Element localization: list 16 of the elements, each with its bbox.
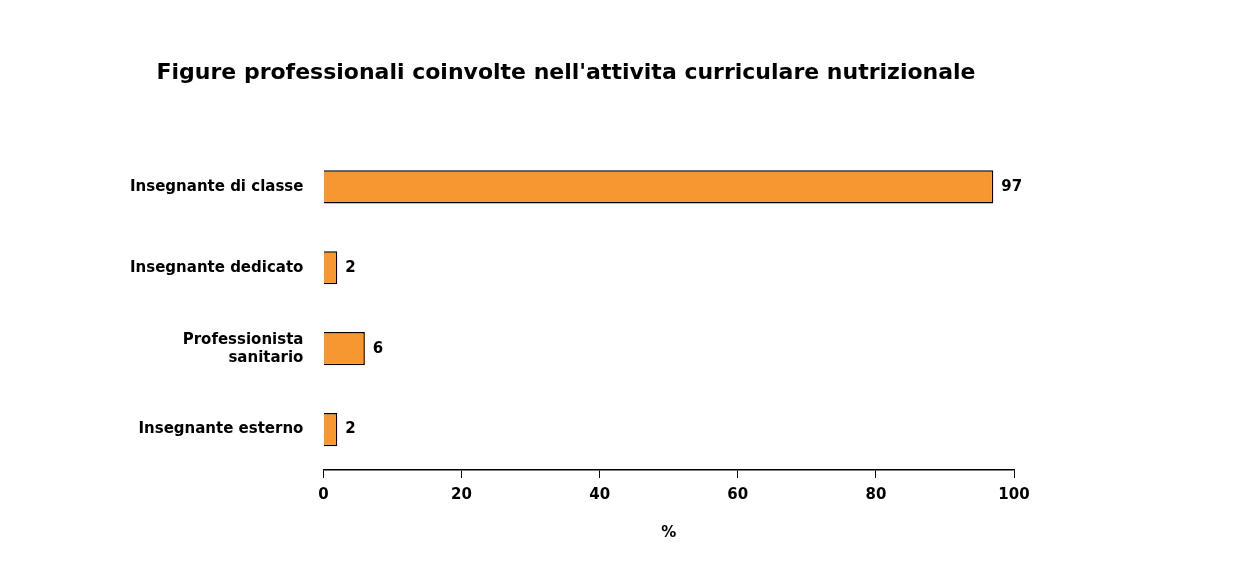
x-tick-label: 100 — [998, 484, 1030, 503]
x-tick-label: 60 — [727, 484, 749, 503]
y-tick-label: Professionista sanitario — [182, 329, 304, 366]
x-tick-label: 40 — [589, 484, 611, 503]
data-label: 97 — [1001, 176, 1023, 195]
data-label: 2 — [345, 257, 356, 276]
x-tick-label: 20 — [451, 484, 472, 503]
x-axis-title: % — [661, 522, 677, 541]
y-tick-label: Insegnante di classe — [129, 176, 304, 195]
data-label: 6 — [372, 338, 384, 357]
y-tick-label: Insegnante dedicato — [129, 257, 304, 276]
x-tick-label: 0 — [318, 484, 329, 503]
data-label: 2 — [345, 419, 356, 438]
y-tick-label: Insegnante esterno — [138, 419, 304, 438]
chart-title: Figure professionali coinvolte nell'attivita curriculare nutrizionale — [156, 58, 976, 84]
x-tick-label: 80 — [865, 484, 887, 503]
